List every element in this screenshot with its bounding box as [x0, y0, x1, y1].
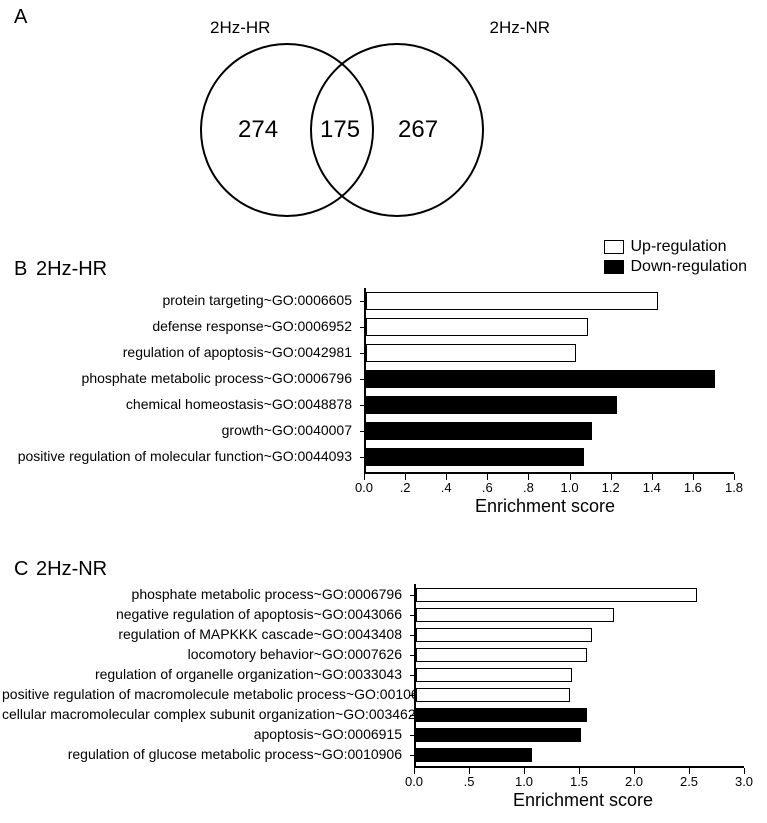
x-tick-label: .4	[441, 480, 452, 495]
legend-label-up: Up-regulation	[630, 238, 726, 256]
x-tick-label: 1.5	[570, 774, 588, 789]
bar	[366, 422, 592, 440]
chart-c-rows: phosphate metabolic process~GO:0006796ne…	[14, 584, 414, 768]
bar-label: positive regulation of molecular functio…	[2, 449, 358, 464]
x-tick-label: 1.2	[602, 480, 620, 495]
venn-right-value: 267	[398, 116, 438, 144]
x-tick-label: 3.0	[735, 774, 753, 789]
x-tick-label: .8	[523, 480, 534, 495]
x-tick-label: 2.5	[680, 774, 698, 789]
chart-b-rows: protein targeting~GO:0006605defense resp…	[14, 288, 364, 474]
bar	[366, 370, 715, 388]
legend-swatch-down	[604, 260, 624, 274]
bar	[416, 588, 697, 602]
bar-label: regulation of glucose metabolic process~…	[2, 747, 408, 762]
x-tick-label: 1.0	[561, 480, 579, 495]
x-tick-label: .2	[400, 480, 411, 495]
bar-label: locomotory behavior~GO:0007626	[2, 647, 408, 662]
x-tick-label: 2.0	[625, 774, 643, 789]
bar	[416, 748, 532, 762]
x-tick-label: 1.8	[725, 480, 743, 495]
bar	[416, 648, 587, 662]
x-tick-label: 1.0	[515, 774, 533, 789]
panel-b-label: B	[14, 258, 27, 281]
bar-label: negative regulation of apoptosis~GO:0043…	[2, 607, 408, 622]
bar-label: regulation of organelle organization~GO:…	[2, 667, 408, 682]
panel-b-title: 2Hz-HR	[36, 258, 107, 281]
x-tick-label: 1.4	[643, 480, 661, 495]
chart-c-plot	[414, 584, 744, 768]
legend: Up-regulation Down-regulation	[604, 238, 747, 278]
venn-left-title: 2Hz-HR	[210, 18, 270, 38]
x-tick-label: 0.0	[405, 774, 423, 789]
x-tick-label: .6	[482, 480, 493, 495]
bar	[366, 448, 584, 466]
bar-label: phosphate metabolic process~GO:0006796	[2, 371, 358, 386]
legend-swatch-up	[604, 240, 624, 254]
bar-label: positive regulation of macromolecule met…	[2, 687, 408, 702]
venn-overlap-value: 175	[320, 116, 360, 144]
bar-label: growth~GO:0040007	[2, 423, 358, 438]
bar-label: chemical homeostasis~GO:0048878	[2, 397, 358, 412]
bar-label: apoptosis~GO:0006915	[2, 727, 408, 742]
bar-label: phosphate metabolic process~GO:0006796	[2, 587, 408, 602]
bar	[416, 668, 572, 682]
chart-c-xaxis: 0.0.51.01.52.02.53.0Enrichment score	[414, 768, 744, 808]
bar	[416, 608, 614, 622]
bar	[366, 318, 588, 336]
panel-c-label: C	[14, 558, 28, 581]
chart-b-xaxis: 0.0.2.4.6.81.01.21.41.61.8Enrichment sco…	[364, 474, 734, 514]
bar	[416, 728, 581, 742]
panel-c-title: 2Hz-NR	[36, 558, 107, 581]
legend-item-down: Down-regulation	[604, 258, 747, 276]
x-axis-title: Enrichment score	[513, 790, 653, 811]
chart-b-plot	[364, 288, 734, 474]
x-tick-label: 1.6	[684, 480, 702, 495]
bar	[366, 344, 576, 362]
bar	[366, 292, 658, 310]
bar-label: defense response~GO:0006952	[2, 319, 358, 334]
venn-right-title: 2Hz-NR	[490, 18, 550, 38]
x-tick-label: .5	[464, 774, 475, 789]
legend-item-up: Up-regulation	[604, 238, 747, 256]
bar	[416, 628, 592, 642]
bar	[366, 396, 617, 414]
x-axis-title: Enrichment score	[475, 496, 615, 517]
bar-label: protein targeting~GO:0006605	[2, 293, 358, 308]
venn-diagram: 2Hz-HR 2Hz-NR 274 175 267	[200, 18, 540, 228]
figure-root: A 2Hz-HR 2Hz-NR 274 175 267 Up-regulatio…	[0, 0, 767, 823]
bar-label: regulation of apoptosis~GO:0042981	[2, 345, 358, 360]
legend-label-down: Down-regulation	[630, 258, 747, 276]
bar	[416, 708, 587, 722]
bar	[416, 688, 570, 702]
bar-label: cellular macromolecular complex subunit …	[2, 707, 408, 722]
venn-left-value: 274	[238, 116, 278, 144]
bar-label: regulation of MAPKKK cascade~GO:0043408	[2, 627, 408, 642]
x-tick-label: 0.0	[355, 480, 373, 495]
panel-a-label: A	[14, 6, 27, 29]
